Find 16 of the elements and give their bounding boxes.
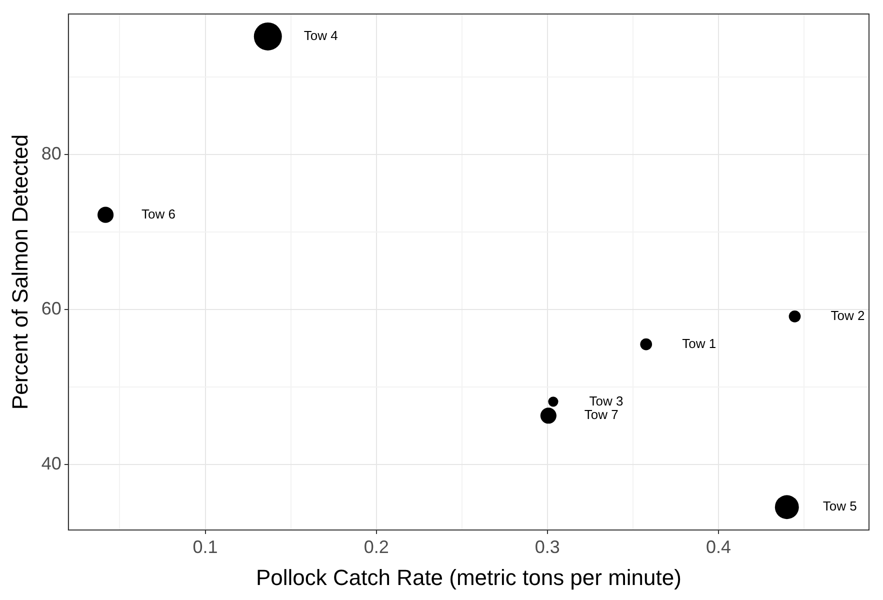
annotation: Tow 2: [830, 308, 865, 323]
annotation: Tow 4: [304, 28, 338, 44]
x-tick-label: 0.4: [706, 536, 731, 557]
y-tick-label: 60: [41, 298, 62, 318]
x-tick-label: 0.2: [364, 536, 389, 557]
y-axis-title: Percent of Salmon Detected: [7, 134, 32, 410]
annotation: Tow 1: [682, 336, 716, 351]
annotation: Tow 7: [584, 407, 618, 422]
y-tick-label: 40: [41, 453, 62, 474]
annotation: Tow 3: [589, 393, 624, 408]
annotation: Tow 6: [142, 206, 176, 222]
x-axis-title: Pollock Catch Rate (metric tons per minute): [256, 564, 682, 590]
y-tick-label: 80: [41, 143, 62, 164]
x-tick-label: 0.3: [534, 536, 560, 557]
x-tick-label: 0.1: [192, 536, 218, 557]
annotation: Tow 5: [822, 498, 857, 514]
